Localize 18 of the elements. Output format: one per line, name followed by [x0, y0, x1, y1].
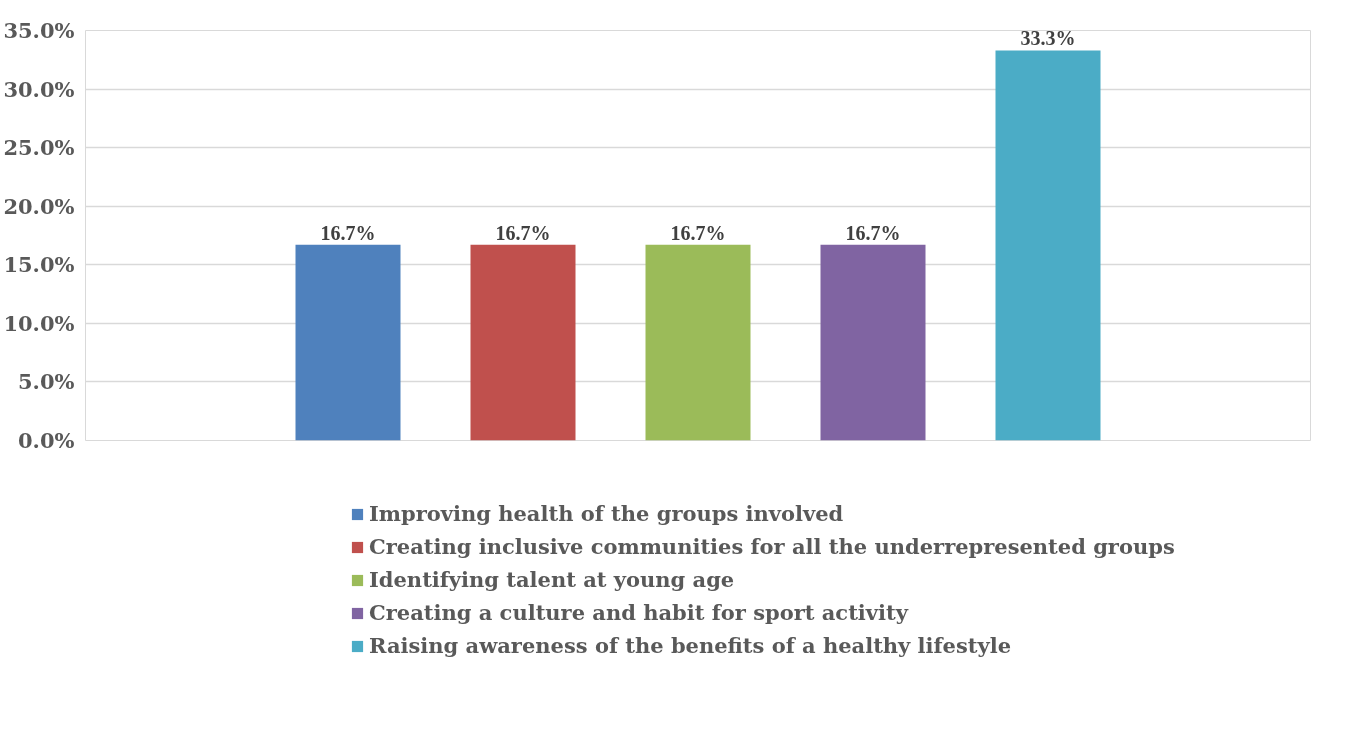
legend-label: Raising awareness of the benefits of a healthy lifestyle: [369, 633, 1012, 658]
legend-label: Improving health of the groups involved: [369, 501, 844, 526]
y-tick-label: 15.0%: [3, 252, 75, 278]
data-label: 16.7%: [495, 221, 551, 244]
y-tick-label: 25.0%: [3, 135, 75, 161]
y-tick-label: 5.0%: [18, 369, 75, 395]
y-tick-label: 0.0%: [18, 427, 75, 453]
legend-label: Creating inclusive communities for all the underrepresented groups: [369, 534, 1175, 559]
data-label: 16.7%: [845, 221, 901, 244]
y-tick-label: 35.0%: [3, 18, 75, 43]
y-tick-label: 30.0%: [3, 76, 75, 102]
data-label: 16.7%: [670, 221, 726, 244]
legend-label: Identifying talent at young age: [369, 567, 735, 592]
y-tick-label: 10.0%: [3, 310, 75, 336]
data-label: 33.3%: [1020, 27, 1076, 50]
data-label: 16.7%: [320, 221, 376, 244]
y-tick-label: 20.0%: [3, 193, 75, 219]
legend-label: Creating a culture and habit for sport activity: [369, 600, 908, 625]
